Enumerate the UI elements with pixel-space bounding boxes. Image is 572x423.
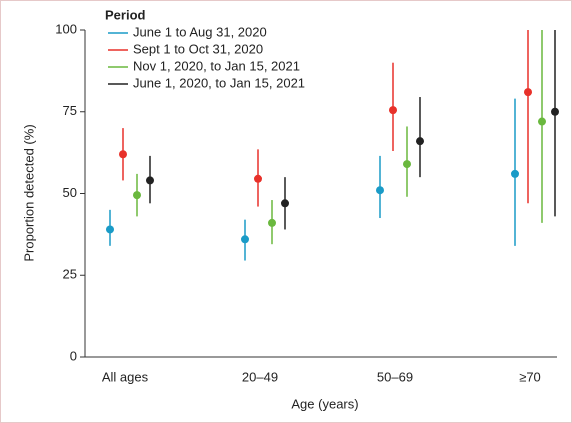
point	[146, 176, 154, 185]
point	[389, 106, 397, 115]
point	[524, 88, 532, 97]
y-tick-label: 75	[63, 103, 77, 118]
legend-title: Period	[105, 7, 146, 22]
point	[281, 199, 289, 208]
legend-label: June 1 to Aug 31, 2020	[133, 24, 267, 39]
x-tick-label: All ages	[102, 369, 149, 384]
point	[241, 235, 249, 244]
y-tick-label: 100	[55, 21, 77, 36]
point	[551, 107, 559, 116]
point	[106, 225, 114, 234]
point	[133, 191, 141, 200]
y-tick-label: 0	[70, 348, 77, 363]
point	[538, 117, 546, 126]
x-tick-label: 50–69	[377, 369, 413, 384]
point	[376, 186, 384, 195]
legend-label: Nov 1, 2020, to Jan 15, 2021	[133, 58, 300, 73]
point	[511, 169, 519, 178]
x-tick-label: ≥70	[519, 369, 541, 384]
point	[403, 160, 411, 169]
point	[119, 150, 127, 159]
point	[416, 137, 424, 146]
y-axis-label: Proportion detected (%)	[21, 124, 36, 261]
x-tick-label: 20–49	[242, 369, 278, 384]
y-tick-label: 50	[63, 185, 77, 200]
y-tick-label: 25	[63, 267, 77, 282]
point	[268, 218, 276, 227]
legend-label: June 1, 2020, to Jan 15, 2021	[133, 75, 305, 90]
legend-label: Sept 1 to Oct 31, 2020	[133, 41, 263, 56]
x-axis-label: Age (years)	[291, 396, 358, 411]
point	[254, 174, 262, 183]
